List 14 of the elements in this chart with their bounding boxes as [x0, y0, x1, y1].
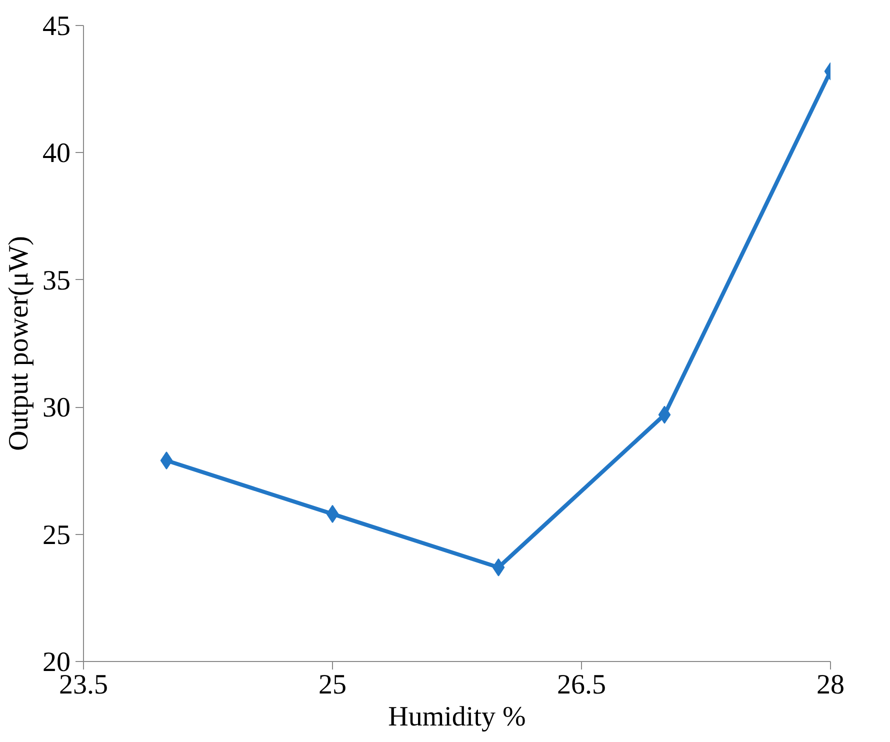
point [492, 558, 505, 576]
x-tick-label: 25 [318, 670, 346, 700]
point [326, 504, 339, 523]
x-axis-title: Humidity % [388, 702, 526, 732]
x-tick-label: 26.5 [557, 670, 606, 700]
y-tick-label: 25 [42, 520, 70, 551]
y-tick-label: 35 [42, 265, 70, 296]
point [658, 406, 671, 424]
y-tick-label: 30 [42, 392, 70, 424]
y-tick-label: 45 [42, 11, 70, 42]
y-tick-label: 40 [42, 138, 70, 170]
x-tick-label: 28 [816, 670, 844, 700]
y-axis-title: Output power(μW) [4, 236, 34, 451]
point [160, 452, 173, 470]
